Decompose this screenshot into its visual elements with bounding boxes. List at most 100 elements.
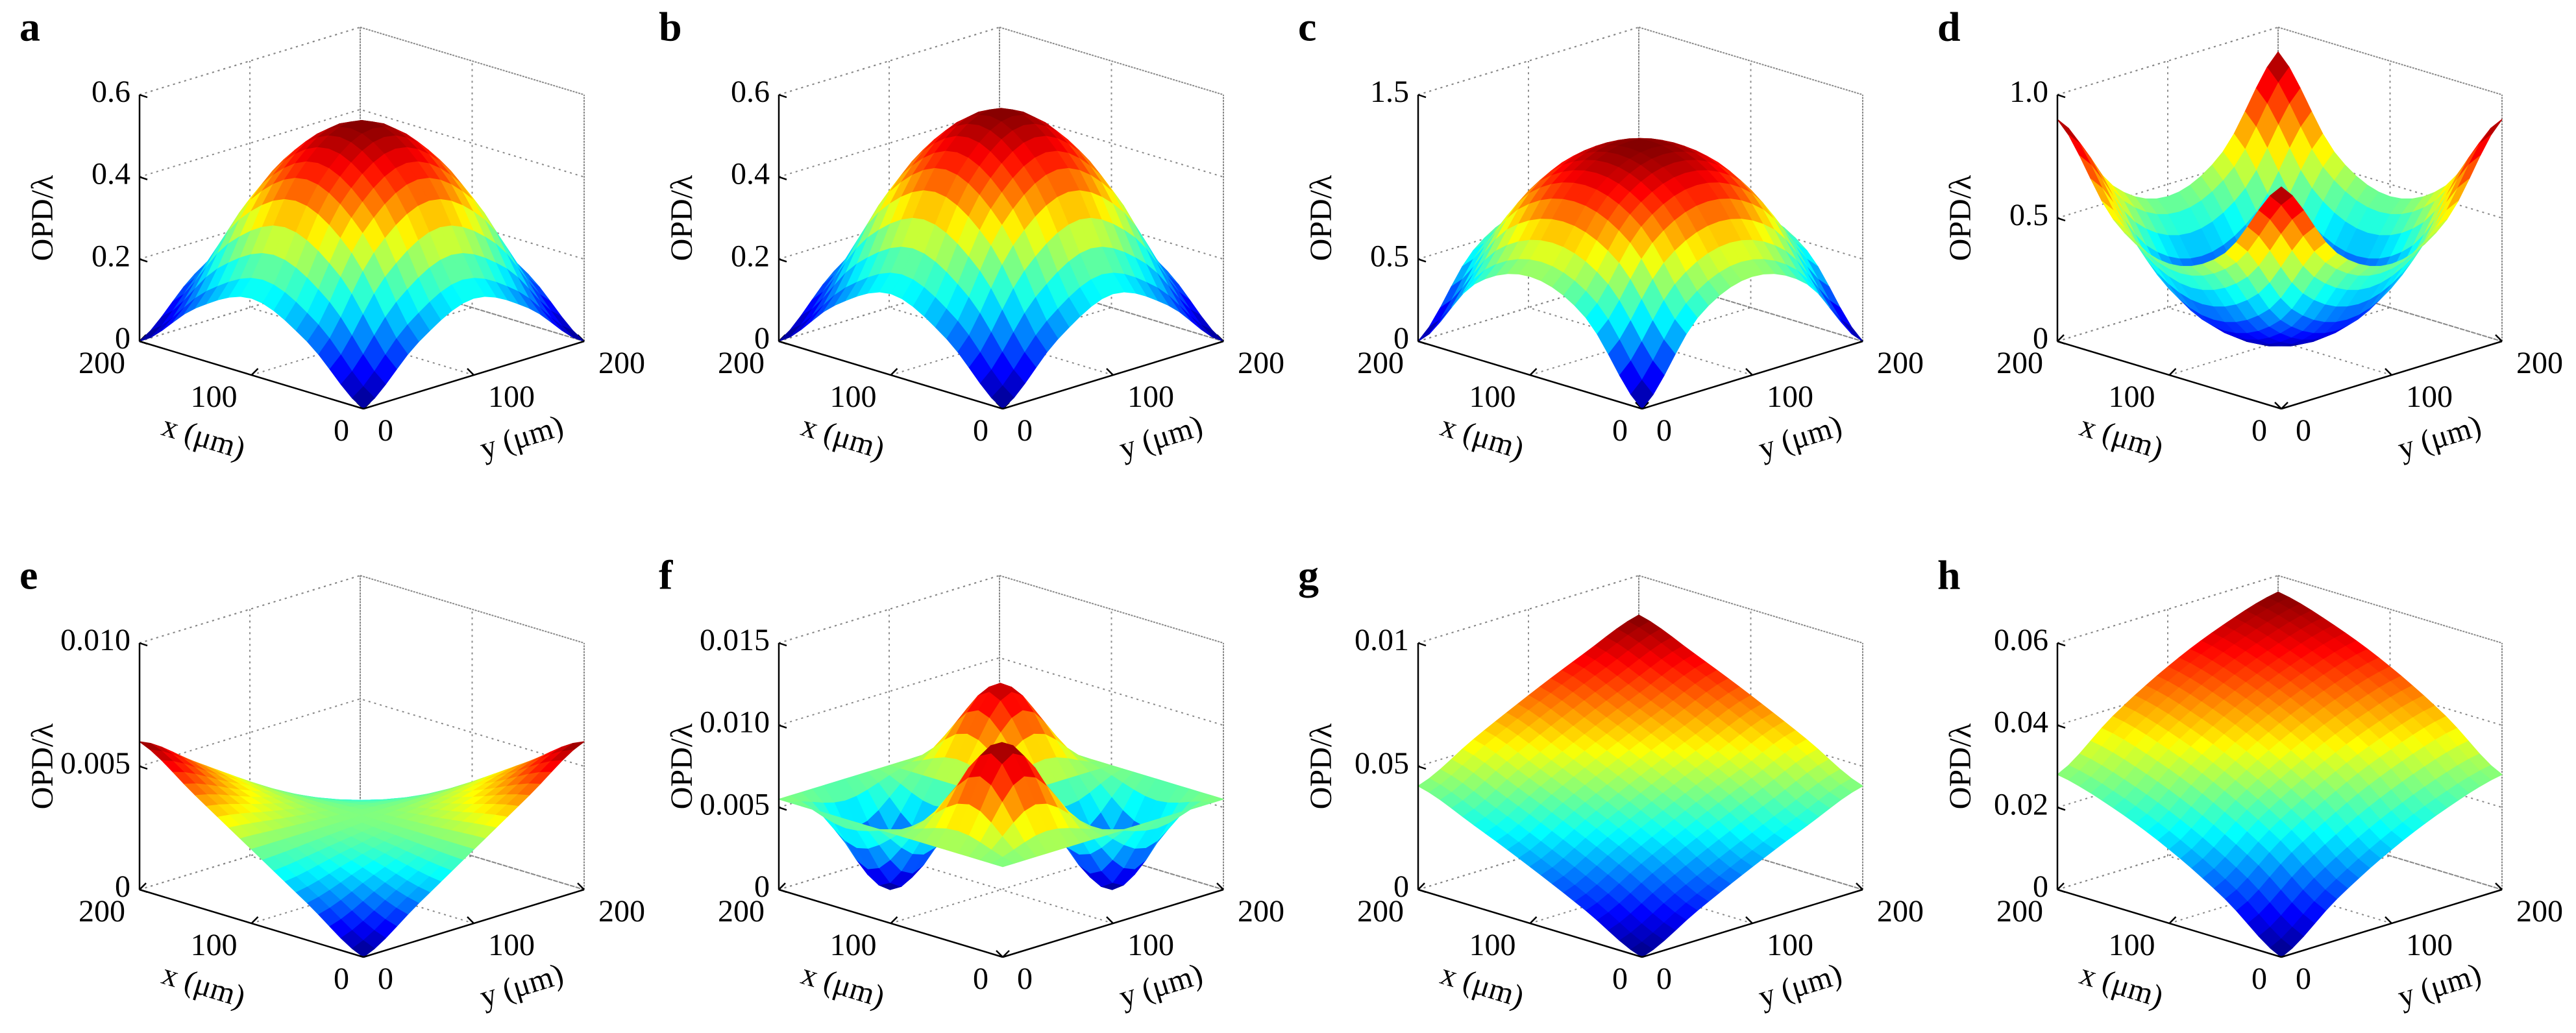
box-edge xyxy=(1638,575,1863,644)
x-axis xyxy=(1417,340,1643,410)
tick-mark xyxy=(1106,916,1114,924)
z-tick-label: 0.06 xyxy=(1994,623,2048,657)
tick-mark xyxy=(1529,368,1538,376)
y-tick-label: 100 xyxy=(488,380,535,414)
y-tick-label: 0 xyxy=(1656,413,1672,448)
grid-line xyxy=(2167,61,2392,376)
surface xyxy=(1417,614,1863,958)
grid-line xyxy=(1417,574,1863,644)
x-axis xyxy=(139,888,364,958)
x-axis-label: x (μm) xyxy=(158,408,249,466)
x-tick-label: 0 xyxy=(2251,962,2267,996)
grid-line xyxy=(2057,27,2279,342)
surface xyxy=(778,108,1224,409)
surface xyxy=(1417,138,1863,409)
y-tick-label: 0 xyxy=(378,962,393,996)
y-axis xyxy=(1641,888,1863,958)
surface xyxy=(778,683,1224,890)
z-axis-label: OPD/λ xyxy=(1943,175,1978,261)
x-tick-label: 100 xyxy=(191,380,238,414)
surface-patch xyxy=(991,857,1014,868)
z-tick-label: 0.5 xyxy=(1370,239,1409,273)
z-axis-label: OPD/λ xyxy=(665,723,699,809)
tick-mark xyxy=(1745,368,1753,376)
z-tick-label: 0.5 xyxy=(2009,198,2048,232)
x-tick-label: 0 xyxy=(973,962,988,996)
tick-mark xyxy=(1417,93,1427,99)
tick-mark xyxy=(2385,916,2392,924)
tick-mark xyxy=(251,916,259,924)
x-tick-label: 0 xyxy=(1612,962,1628,996)
tick-mark xyxy=(2385,368,2392,376)
x-tick-label: 100 xyxy=(2109,928,2155,962)
panel-label: h xyxy=(1937,552,1961,598)
grid-line xyxy=(139,191,585,260)
tick-mark xyxy=(2057,93,2066,99)
grid-line xyxy=(889,61,1114,376)
tick-mark xyxy=(778,882,786,890)
grid-line xyxy=(249,609,474,924)
z-tick-label: 1.5 xyxy=(1370,75,1409,109)
z-tick-label: 0.005 xyxy=(700,787,770,821)
tick-mark xyxy=(139,765,148,770)
grid-line xyxy=(778,108,1224,178)
x-tick-label: 200 xyxy=(718,346,765,380)
y-tick-label: 200 xyxy=(1238,346,1284,380)
z-tick-label: 0.2 xyxy=(92,239,130,273)
surface xyxy=(2057,591,2503,958)
tick-mark xyxy=(251,368,259,376)
z-tick-label: 0 xyxy=(754,321,770,356)
tick-mark xyxy=(2057,642,2066,647)
z-tick-label: 0 xyxy=(2033,321,2048,356)
tick-mark xyxy=(778,724,787,729)
tick-mark xyxy=(1417,765,1427,770)
tick-mark xyxy=(2057,217,2066,222)
tick-mark xyxy=(890,916,898,924)
surface-patch xyxy=(352,386,375,409)
tick-mark xyxy=(467,916,474,924)
tick-mark xyxy=(1216,882,1224,890)
x-axis xyxy=(778,888,1003,958)
tick-mark xyxy=(778,258,787,263)
z-tick-label: 0.01 xyxy=(1355,623,1409,657)
y-tick-label: 200 xyxy=(2516,894,2563,929)
surface-patch xyxy=(991,385,1014,409)
z-tick-label: 0.2 xyxy=(731,239,770,273)
surface-patch xyxy=(778,324,802,342)
x-axis-label: x (μm) xyxy=(158,956,249,1014)
z-axis-label: OPD/λ xyxy=(1943,723,1978,809)
x-axis xyxy=(2057,340,2282,410)
surface-patch xyxy=(2468,134,2492,165)
grid-line xyxy=(139,26,585,95)
y-axis xyxy=(1641,340,1863,410)
surface-patch xyxy=(2057,119,2080,145)
z-axis-label: OPD/λ xyxy=(665,175,699,261)
y-axis-label: y (μm) xyxy=(2394,956,2485,1014)
z-axis-label: OPD/λ xyxy=(1304,175,1338,261)
z-tick-label: 0.010 xyxy=(700,705,770,740)
y-tick-label: 0 xyxy=(1017,413,1033,448)
tick-mark xyxy=(2057,807,2066,811)
surface-patch xyxy=(2270,938,2293,958)
tick-mark xyxy=(2057,882,2065,890)
y-axis xyxy=(1002,888,1224,958)
panel-label: a xyxy=(19,4,40,50)
tick-mark xyxy=(139,258,148,263)
y-tick-label: 0 xyxy=(378,413,393,448)
y-tick-label: 200 xyxy=(2516,346,2563,380)
z-axis-label: OPD/λ xyxy=(25,175,60,261)
y-axis-label: y (μm) xyxy=(1115,408,1207,466)
x-tick-label: 100 xyxy=(1469,380,1516,414)
x-axis-label: x (μm) xyxy=(2076,956,2167,1014)
surface-patch xyxy=(1201,324,1224,342)
x-tick-label: 0 xyxy=(2251,413,2267,448)
surface-patch xyxy=(1417,319,1441,342)
x-tick-label: 200 xyxy=(1357,894,1404,929)
panel-label: c xyxy=(1298,4,1316,50)
x-tick-label: 0 xyxy=(334,413,349,448)
z-tick-label: 0.005 xyxy=(60,746,130,781)
x-tick-label: 200 xyxy=(79,346,125,380)
